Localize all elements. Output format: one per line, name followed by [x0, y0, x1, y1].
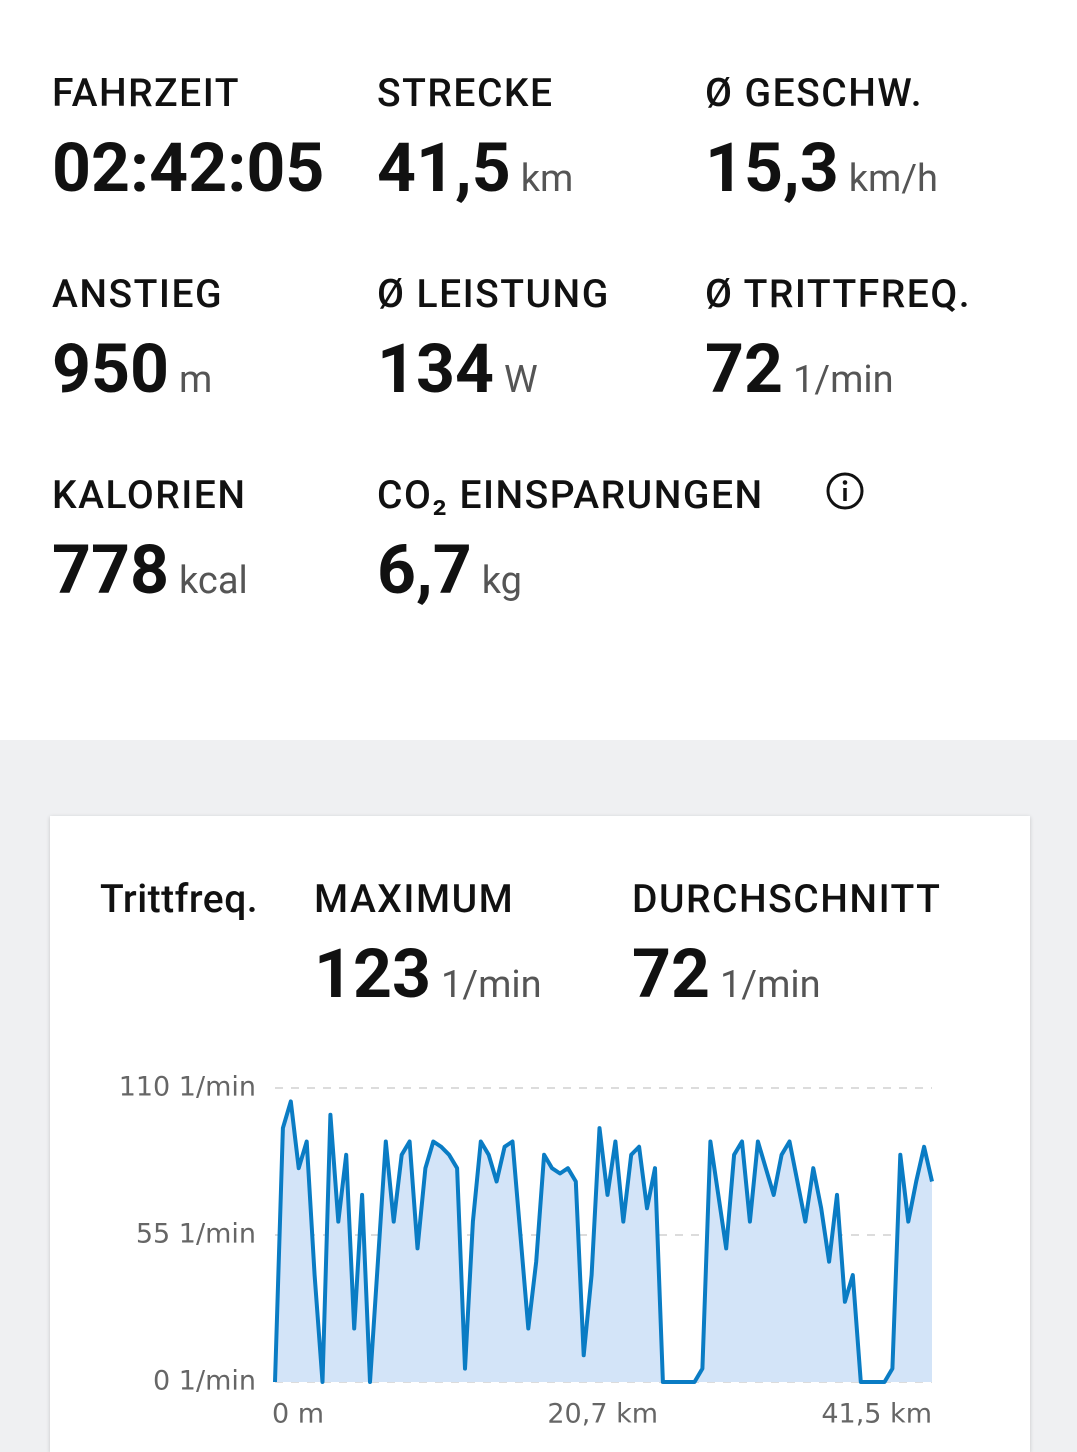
stat: Ø GESCHW. 15,3 km/h	[705, 70, 938, 208]
stat: DURCHSCHNITT 72 1/min	[632, 876, 941, 1014]
stat: Ø TRITTFREQ. 72 1/min	[705, 271, 971, 409]
chart: 0 1/min 55 1/min 110 1/min 0 m 20,7 km 41,5 k…	[119, 1072, 934, 1430]
stat-value-row: 41,5 km	[377, 128, 573, 208]
stat: MAXIMUM 123 1/min	[314, 876, 542, 1014]
stat-value-row: 15,3 km/h	[705, 128, 938, 208]
stat-value: 72	[705, 329, 784, 409]
stat-label: MAXIMUM	[314, 876, 515, 922]
card-title-box: Trittfreq.	[100, 876, 258, 922]
stat-value-row: 72 1/min	[632, 934, 941, 1014]
stat-unit: kg	[481, 559, 522, 603]
info-icon[interactable]	[826, 472, 864, 510]
stat: ANSTIEG 950 m	[52, 271, 223, 409]
stat-unit: 1/min	[793, 358, 894, 402]
stat-value-row: 123 1/min	[314, 934, 542, 1014]
stat-value-row: 02:42:05	[52, 128, 324, 208]
stat-unit: km	[520, 157, 574, 201]
stat-value-row: 778 kcal	[52, 530, 248, 610]
stat-value: 72	[632, 934, 711, 1014]
stat-value-row: 134 W	[377, 329, 610, 409]
stat-unit: kcal	[179, 559, 248, 603]
x-tick-label: 41,5 km	[821, 1399, 932, 1430]
stat-unit: 1/min	[441, 963, 542, 1007]
stat: FAHRZEIT 02:42:05	[52, 70, 324, 208]
stat-value: 15,3	[705, 128, 839, 208]
stat-value: 6,7	[377, 530, 472, 610]
stat-label: Ø LEISTUNG	[377, 271, 610, 317]
area-fill	[275, 1101, 932, 1382]
stat-label: DURCHSCHNITT	[632, 876, 942, 922]
stat-label: STRECKE	[377, 70, 554, 116]
card-title: Trittfreq.	[100, 876, 259, 922]
stat-value: 778	[52, 530, 170, 610]
stat-unit: W	[504, 358, 538, 402]
x-tick-label: 0 m	[272, 1399, 324, 1430]
stat-label: CO₂ EINSPARUNGEN	[377, 472, 764, 518]
stat-value: 134	[377, 329, 495, 409]
stat-value-row: 6,7 kg	[377, 530, 764, 610]
y-tick-label: 0 1/min	[153, 1366, 256, 1397]
stat-value-row: 950 m	[52, 329, 223, 409]
stat-label: KALORIEN	[52, 472, 247, 518]
stat: Ø LEISTUNG 134 W	[377, 271, 610, 409]
stat: CO₂ EINSPARUNGEN 6,7 kg	[377, 472, 764, 610]
stat-unit: km/h	[848, 157, 938, 201]
area-line	[273, 1099, 934, 1384]
stat-label: FAHRZEIT	[52, 70, 240, 116]
stat-value: 02:42:05	[52, 128, 325, 208]
stat-value: 41,5	[377, 128, 511, 208]
stat-value-row: 72 1/min	[705, 329, 971, 409]
stat-unit: m	[179, 358, 213, 402]
y-tick-label: 110 1/min	[119, 1072, 256, 1103]
stat-label: Ø TRITTFREQ.	[705, 271, 972, 317]
y-tick-label: 55 1/min	[136, 1219, 256, 1250]
stat-value: 950	[52, 329, 170, 409]
stat-label: Ø GESCHW.	[705, 70, 924, 116]
x-tick-label: 20,7 km	[547, 1399, 658, 1430]
stat: STRECKE 41,5 km	[377, 70, 573, 208]
stat-value: 123	[314, 934, 432, 1014]
stat: KALORIEN 778 kcal	[52, 472, 248, 610]
stat-unit: 1/min	[720, 963, 821, 1007]
stat-label: ANSTIEG	[52, 271, 224, 317]
